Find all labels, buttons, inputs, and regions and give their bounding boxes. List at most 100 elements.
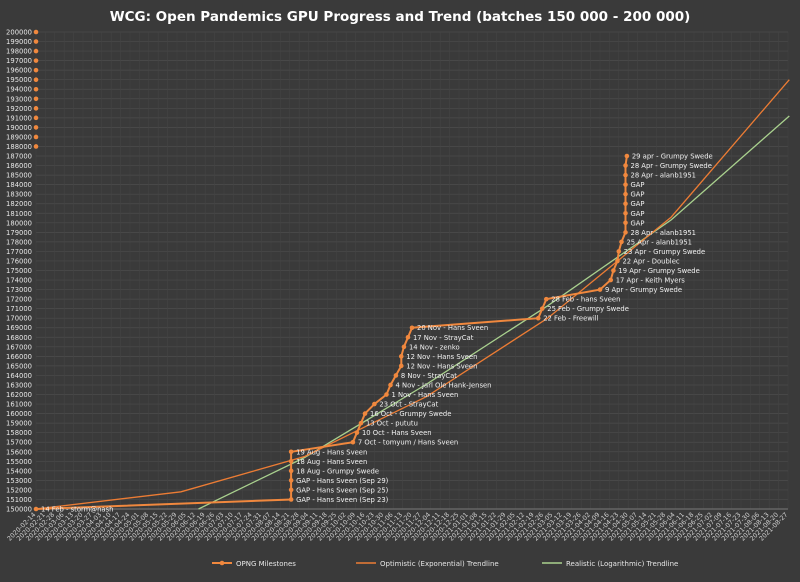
milestone-point [535, 315, 541, 321]
y-tick-label: 163000 [6, 381, 32, 389]
y-tick-label: 188000 [6, 143, 32, 151]
milestone-label: 23 Oct - StrayCat [379, 401, 438, 409]
milestone-label: 19 Aug - Hans Sveen [296, 448, 367, 456]
milestone-label: 14 Feb - storm@nash [41, 506, 113, 514]
milestone-point [543, 296, 549, 302]
milestone-point [611, 268, 616, 273]
milestone-label: GAP - Hans Sveen (Sep 25) [296, 486, 389, 494]
y-tick-label: 184000 [6, 181, 32, 189]
milestone-point [623, 182, 628, 187]
y-tick-label: 195000 [6, 76, 32, 84]
milestone-label: 28 Feb - hans Sveen [551, 296, 620, 304]
milestone-point [623, 191, 628, 197]
milestone-label: 19 Apr - Grumpy Swede [618, 267, 699, 275]
milestone-point [615, 258, 620, 264]
y-tick-label: 168000 [6, 334, 32, 342]
y-tick-label: 187000 [6, 153, 32, 161]
y-tick-label: 165000 [6, 362, 32, 370]
unreached-milestone-point [33, 86, 39, 92]
y-tick-label: 152000 [6, 486, 32, 494]
milestone-point [362, 411, 368, 416]
y-tick-label: 159000 [6, 420, 32, 428]
milestone-label: 28 Apr - alanb1951 [631, 172, 696, 180]
milestone-label: 25 Apr - alanb1951 [626, 238, 691, 246]
milestone-label: GAP [631, 200, 645, 208]
y-tick-label: 153000 [6, 477, 32, 485]
milestone-point [398, 354, 404, 359]
y-tick-label: 158000 [6, 429, 32, 437]
chart-title: WCG: Open Pandemics GPU Progress and Tre… [110, 9, 691, 25]
milestone-label: 20 Nov - Hans Sveen [417, 324, 488, 332]
y-tick-label: 150000 [6, 506, 32, 514]
y-tick-label: 169000 [6, 324, 32, 332]
milestone-label: 4 Nov - Jarl Ole Hank-Jensen [396, 381, 492, 389]
unreached-milestone-point [33, 58, 39, 63]
y-tick-label: 185000 [6, 172, 32, 180]
y-tick-label: 194000 [6, 86, 32, 94]
milestone-point [388, 382, 393, 388]
unreached-milestone-point [33, 67, 39, 73]
unreached-milestone-point [33, 115, 39, 121]
milestone-point [288, 487, 294, 493]
milestone-point [597, 287, 603, 292]
milestone-point [624, 153, 630, 159]
y-tick-label: 172000 [6, 296, 32, 304]
milestone-label: 17 Nov - StrayCat [413, 334, 474, 342]
milestone-label: GAP [631, 191, 645, 199]
milestone-point [405, 334, 411, 340]
y-tick-label: 186000 [6, 162, 32, 170]
y-tick-label: 181000 [6, 210, 32, 218]
y-tick-label: 154000 [6, 467, 32, 475]
y-tick-label: 164000 [6, 372, 32, 380]
milestone-label: 9 Apr - Grumpy Swede [605, 286, 682, 294]
y-tick-label: 179000 [6, 229, 32, 237]
unreached-milestone-point [33, 96, 39, 102]
milestone-label: 28 Apr - Grumpy Swede [631, 162, 712, 170]
milestone-point [350, 439, 356, 445]
milestone-label: GAP - Hans Sveen (Sep 29) [296, 477, 389, 485]
milestone-point [401, 344, 407, 350]
milestone-label: 22 Feb - Freewill [543, 315, 598, 323]
y-tick-label: 151000 [6, 496, 32, 504]
milestone-point [608, 277, 614, 283]
milestone-label: 29 apr - Grumpy Swede [632, 153, 713, 161]
y-tick-label: 156000 [6, 448, 32, 456]
y-tick-label: 190000 [6, 124, 32, 132]
milestone-label: 28 Apr - alanb1951 [631, 229, 696, 237]
y-tick-label: 196000 [6, 67, 32, 75]
milestone-label: 16 Oct - Grumpy Swede [370, 410, 451, 418]
y-tick-label: 173000 [6, 286, 32, 294]
milestone-label: 12 Nov - Hans Sveen [406, 362, 477, 370]
unreached-milestone-point [33, 29, 39, 35]
milestone-point [358, 420, 364, 426]
milestone-point [384, 392, 389, 397]
y-tick-label: 198000 [6, 48, 32, 56]
optimistic-trendline [35, 79, 790, 510]
milestone-point [623, 230, 628, 235]
milestone-label: 18 Aug - Grumpy Swede [296, 467, 379, 475]
milestone-label: 23 Apr - Grumpy Swede [624, 248, 705, 256]
y-tick-label: 157000 [6, 439, 32, 447]
milestone-label: GAP [631, 210, 645, 218]
unreached-milestone-point [33, 77, 39, 82]
milestone-point [539, 306, 545, 311]
milestone-point [623, 201, 628, 207]
y-tick-label: 175000 [6, 267, 32, 275]
milestone-label: 7 Oct - tomyum / Hans Sveen [358, 439, 458, 447]
milestone-point [288, 449, 294, 455]
milestone-point [619, 239, 624, 245]
milestone-label: 12 Nov - Hans Sveen [406, 353, 477, 361]
milestone-label: GAP - Hans Sveen (Sep 23) [296, 496, 389, 504]
milestone-point [623, 172, 628, 178]
unreached-milestone-point [33, 125, 39, 130]
y-tick-label: 161000 [6, 401, 32, 409]
milestone-label: 1 Nov - Hans Sveen [391, 391, 458, 399]
milestone-label: 17 Apr - Keith Myers [616, 277, 686, 285]
y-tick-label: 189000 [6, 133, 32, 141]
unreached-milestone-point [33, 106, 39, 111]
y-tick-label: 178000 [6, 238, 32, 246]
milestone-point [288, 459, 294, 464]
gridlines [35, 31, 789, 510]
